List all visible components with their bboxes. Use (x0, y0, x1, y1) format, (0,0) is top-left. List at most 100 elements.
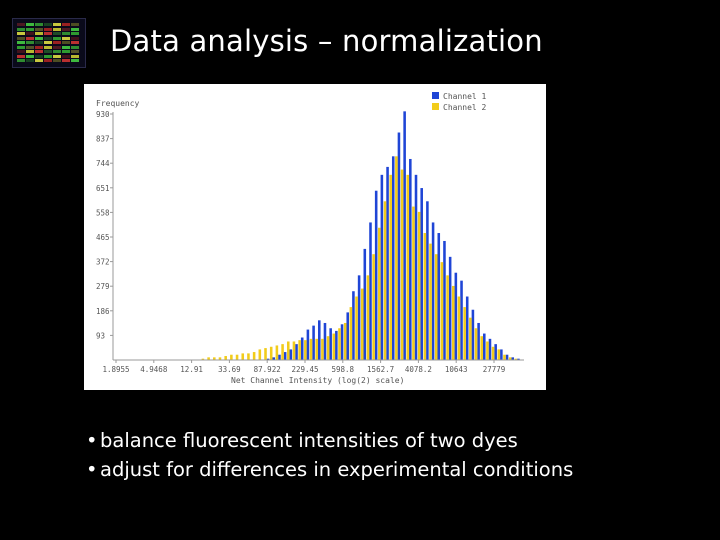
bar-channel1 (289, 349, 293, 360)
bar-channel2 (218, 357, 222, 360)
bar-channel2 (207, 357, 210, 360)
logo-spot (71, 23, 79, 26)
bar-channel2 (463, 307, 466, 360)
bar-channel1 (346, 312, 350, 360)
logo-spot (35, 59, 43, 62)
logo-spot (44, 32, 52, 35)
y-tick-label: 837 (96, 135, 110, 144)
logo-spot (44, 54, 52, 58)
x-tick-label: 33.69 (218, 365, 241, 374)
bar-channel2 (252, 352, 256, 360)
bar-channel1 (323, 322, 327, 360)
x-tick-label: 1562.7 (367, 365, 394, 374)
legend-swatch (432, 103, 439, 110)
x-tick-label: 10643 (445, 365, 468, 374)
bar-channel2 (383, 201, 387, 360)
bar-channel1 (278, 354, 281, 360)
logo-spot (62, 45, 70, 49)
bar-channel2 (304, 340, 307, 360)
logo-spot (44, 59, 52, 62)
x-axis-label: Net Channel Intensity (log(2) scale) (231, 376, 404, 385)
logo-spot (71, 54, 79, 58)
logo-spot (71, 45, 79, 49)
bar-channel2 (440, 262, 444, 360)
y-tick-label: 558 (96, 208, 110, 217)
bar-channel2 (389, 174, 392, 360)
logo-spot (17, 41, 25, 44)
bar-channel2 (395, 156, 398, 360)
bar-channel2 (446, 275, 449, 360)
bar-channel1 (352, 291, 355, 360)
x-tick-label: 1.8955 (102, 365, 129, 374)
y-tick-label: 465 (96, 233, 110, 242)
x-tick-label: 229.45 (291, 365, 318, 374)
bar-channel1 (420, 188, 423, 360)
bar-channel1 (465, 296, 469, 360)
logo-spot (53, 36, 61, 40)
slide-title: Data analysis – normalization (110, 24, 543, 58)
bar-channel2 (480, 336, 484, 360)
bar-channel2 (315, 338, 318, 360)
bar-channel2 (429, 243, 432, 360)
bar-channel2 (332, 333, 336, 360)
logo-spot (53, 59, 61, 62)
bar-channel1 (386, 166, 389, 360)
logo-spot (35, 27, 43, 31)
bar-channel2 (269, 346, 273, 360)
bar-channel1 (312, 325, 315, 360)
logo-spot (62, 54, 70, 58)
logo-spot (26, 36, 34, 40)
logo-spot (71, 27, 79, 31)
logo-spot (26, 32, 34, 35)
bar-channel1 (494, 344, 497, 360)
bar-channel1 (300, 337, 304, 360)
x-tick-label: 87.922 (254, 365, 281, 374)
bar-channel2 (486, 341, 489, 360)
logo-spot (44, 27, 52, 31)
bar-channel1 (437, 233, 441, 360)
legend-label: Channel 2 (443, 103, 487, 112)
logo-spot (17, 32, 25, 35)
logo-spot (71, 36, 79, 40)
bar-channel2 (469, 317, 472, 360)
logo-spot (71, 32, 79, 35)
logo-spot (35, 54, 43, 58)
bullet-text: adjust for differences in experimental c… (100, 458, 574, 481)
logo-spot (35, 50, 43, 53)
logo-spot (35, 36, 43, 40)
bullet-dot-icon: • (86, 458, 98, 481)
microarray-logo (12, 18, 86, 68)
bar-channel2 (298, 340, 301, 360)
logo-spot (35, 32, 43, 35)
bar-channel2 (452, 285, 455, 360)
logo-spot (44, 36, 52, 40)
y-tick-label: 930 (96, 110, 110, 119)
bar-channel2 (264, 348, 267, 360)
bar-channel1 (454, 272, 458, 360)
bar-channel1 (483, 333, 486, 360)
bar-channel1 (471, 309, 475, 360)
bar-channel1 (329, 328, 332, 360)
bar-channel2 (309, 338, 313, 360)
logo-spot (17, 54, 25, 58)
bar-channel1 (477, 322, 480, 360)
bar-channel2 (343, 322, 347, 360)
bar-channel2 (474, 328, 478, 360)
logo-spot (44, 41, 52, 44)
bar-channel1 (391, 156, 395, 360)
bar-channel2 (400, 169, 404, 360)
bar-channel1 (460, 280, 463, 360)
bar-channel1 (357, 275, 361, 360)
bar-channel2 (321, 338, 324, 360)
logo-spot (62, 36, 70, 40)
bar-channel2 (213, 357, 216, 360)
bar-channel2 (514, 358, 518, 360)
x-tick-label: 4.9468 (140, 365, 168, 374)
bar-channel2 (241, 353, 245, 360)
bar-channel2 (457, 296, 461, 360)
bar-channel2 (275, 345, 279, 360)
bar-channel2 (497, 349, 501, 360)
bar-channel2 (366, 275, 370, 360)
bar-channel2 (281, 344, 284, 360)
bullet-dot-icon: • (86, 429, 98, 452)
